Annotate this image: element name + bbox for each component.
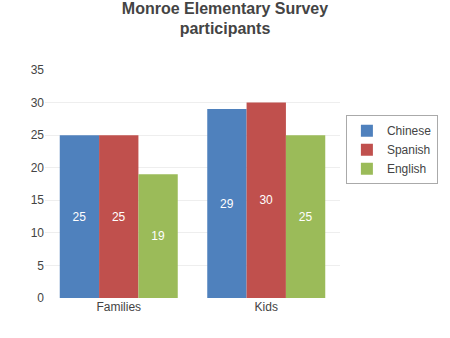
svg-text:0: 0 <box>37 291 44 305</box>
svg-text:Spanish: Spanish <box>387 143 430 157</box>
svg-text:Kids: Kids <box>255 300 278 314</box>
svg-text:25: 25 <box>31 128 45 142</box>
svg-text:Families: Families <box>96 300 141 314</box>
svg-text:29: 29 <box>220 197 234 211</box>
svg-text:19: 19 <box>151 229 165 243</box>
svg-text:25: 25 <box>112 210 126 224</box>
svg-text:5: 5 <box>37 259 44 273</box>
svg-text:35: 35 <box>31 63 45 77</box>
svg-text:30: 30 <box>31 96 45 110</box>
svg-text:25: 25 <box>299 210 313 224</box>
svg-text:English: English <box>387 162 426 176</box>
svg-text:30: 30 <box>259 193 273 207</box>
svg-text:Monroe Elementary Surveypartic: Monroe Elementary Surveyparticipants <box>122 0 328 37</box>
svg-text:25: 25 <box>73 210 87 224</box>
svg-text:20: 20 <box>31 161 45 175</box>
svg-text:15: 15 <box>31 193 45 207</box>
svg-text:Chinese: Chinese <box>387 124 431 138</box>
svg-text:10: 10 <box>31 226 45 240</box>
